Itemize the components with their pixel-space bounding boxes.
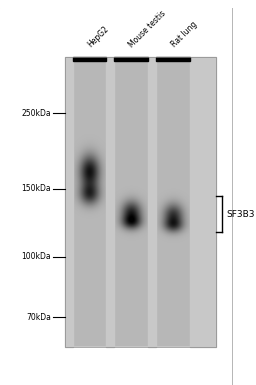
Text: SF3B3: SF3B3 [227,210,255,219]
Text: 100kDa: 100kDa [22,252,51,261]
Text: 250kDa: 250kDa [22,109,51,118]
Bar [114,57,148,62]
Bar [216,8,232,385]
Bar [65,57,216,347]
Text: HepG2: HepG2 [86,25,110,49]
Bar [156,57,190,62]
Bar [73,57,106,62]
Text: 70kDa: 70kDa [26,313,51,321]
Text: Rat lung: Rat lung [169,20,198,49]
Bar [65,57,216,347]
Bar [106,57,114,347]
Bar [0,8,65,385]
Text: Mouse testis: Mouse testis [127,9,168,49]
Bar [65,57,73,347]
Bar [0,8,232,57]
Bar [148,57,156,347]
Bar [0,347,232,385]
Text: 150kDa: 150kDa [22,184,51,193]
Bar [190,57,216,347]
